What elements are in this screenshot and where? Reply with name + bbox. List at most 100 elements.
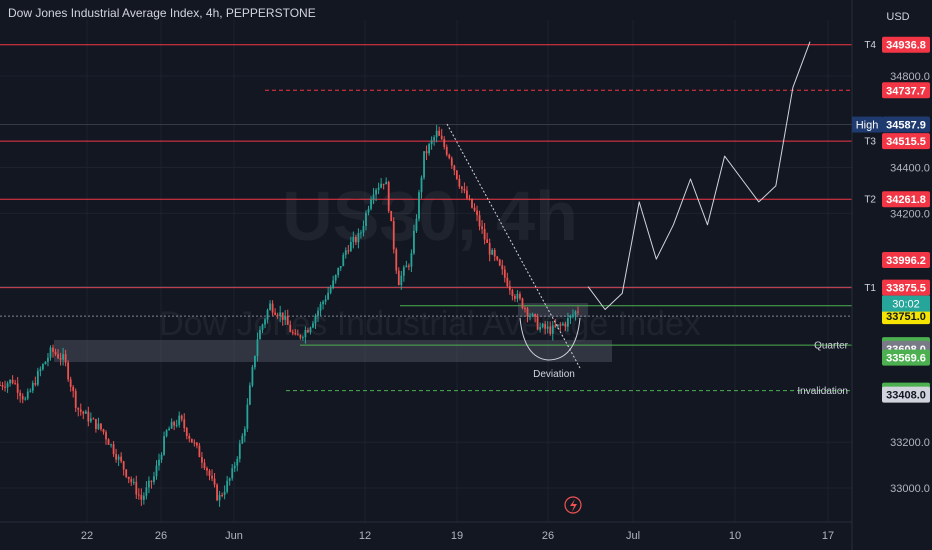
candle xyxy=(428,142,430,156)
candle-body xyxy=(574,311,577,315)
candle-body xyxy=(29,390,32,392)
countdown-bg xyxy=(882,295,930,312)
candle xyxy=(158,453,160,471)
candle xyxy=(463,182,466,194)
candle-body xyxy=(526,308,529,316)
candle xyxy=(241,433,244,445)
candle-body xyxy=(478,215,481,227)
candle-body xyxy=(516,293,519,299)
candle xyxy=(107,438,110,445)
candle-body xyxy=(105,432,107,440)
candle xyxy=(410,249,413,273)
candle xyxy=(238,439,241,463)
candle-body xyxy=(89,418,92,422)
y-tick-label: 34800.0 xyxy=(890,71,930,83)
candle-body xyxy=(511,290,514,297)
candle-body xyxy=(561,323,564,325)
candle-body xyxy=(413,230,415,254)
candle-body xyxy=(498,259,501,266)
candle-body xyxy=(226,480,229,492)
candle xyxy=(95,418,97,433)
candle xyxy=(36,367,39,387)
level-lines: T4 T3 T2 T1 Quarter Invalidation xyxy=(0,40,876,397)
candle xyxy=(347,244,350,255)
candle-body xyxy=(450,158,453,166)
candle xyxy=(539,322,542,333)
candle xyxy=(4,380,6,392)
candle-body xyxy=(342,254,345,267)
candle xyxy=(77,407,80,417)
candle-body xyxy=(496,256,499,260)
candle-body xyxy=(380,183,383,188)
candle xyxy=(259,326,261,340)
candle-body xyxy=(513,296,516,299)
level-label: T3 xyxy=(864,137,876,148)
candle xyxy=(445,144,448,157)
candle-body xyxy=(420,177,423,193)
price-tag: 33751.0 xyxy=(882,308,930,325)
x-tick-label: 26 xyxy=(155,530,167,542)
candle xyxy=(314,313,317,329)
candle-body xyxy=(261,324,264,330)
watermark-description: Dow Jones Industrial Average Index xyxy=(159,305,701,343)
candle xyxy=(572,309,574,319)
candle xyxy=(49,345,52,361)
candle-body xyxy=(168,428,171,431)
candle xyxy=(120,452,123,464)
candle xyxy=(24,396,27,401)
candle-body xyxy=(448,154,451,159)
lightning-icon-bolt xyxy=(570,499,577,512)
candle xyxy=(52,344,54,358)
candle-body xyxy=(314,315,317,324)
candle xyxy=(69,376,72,392)
candle xyxy=(281,312,284,326)
candle-body xyxy=(453,165,456,171)
candle-body xyxy=(551,325,554,334)
candle-body xyxy=(269,303,271,311)
candle-body xyxy=(466,190,468,199)
candle-body xyxy=(203,462,206,469)
candle xyxy=(142,492,145,505)
candle xyxy=(266,308,269,324)
candle xyxy=(153,471,155,485)
price-tag-bg xyxy=(882,191,930,208)
candle xyxy=(483,223,486,245)
candle-body xyxy=(519,293,521,299)
candle xyxy=(274,308,277,316)
candle xyxy=(559,322,562,331)
candle xyxy=(516,290,519,303)
candle-body xyxy=(569,315,572,319)
candle xyxy=(72,385,75,398)
candle xyxy=(354,234,357,246)
candle xyxy=(324,295,327,305)
candle xyxy=(135,475,138,500)
candle xyxy=(397,267,400,286)
candle-body xyxy=(349,241,352,252)
candle xyxy=(433,135,436,146)
candle-body xyxy=(476,210,478,216)
candle xyxy=(269,300,271,311)
level-label: Invalidation xyxy=(797,386,848,397)
candle-body xyxy=(271,303,274,313)
candle xyxy=(440,128,443,140)
candle-body xyxy=(410,253,413,267)
candle-body xyxy=(248,385,251,405)
candle-body xyxy=(213,478,216,485)
candle xyxy=(304,326,307,344)
price-tag-bg xyxy=(882,36,930,53)
candle-body xyxy=(362,226,365,233)
candle-body xyxy=(231,468,234,479)
candle xyxy=(74,388,77,412)
candle-body xyxy=(233,465,236,469)
candle xyxy=(170,418,173,429)
candle-body xyxy=(564,323,567,327)
candle xyxy=(506,272,509,288)
candle xyxy=(551,321,554,341)
candle-body xyxy=(135,481,138,495)
candle xyxy=(248,382,251,406)
candle-body xyxy=(332,280,335,288)
price-tag-bg xyxy=(882,308,930,325)
candle-body xyxy=(246,404,249,429)
candle-body xyxy=(337,267,340,276)
